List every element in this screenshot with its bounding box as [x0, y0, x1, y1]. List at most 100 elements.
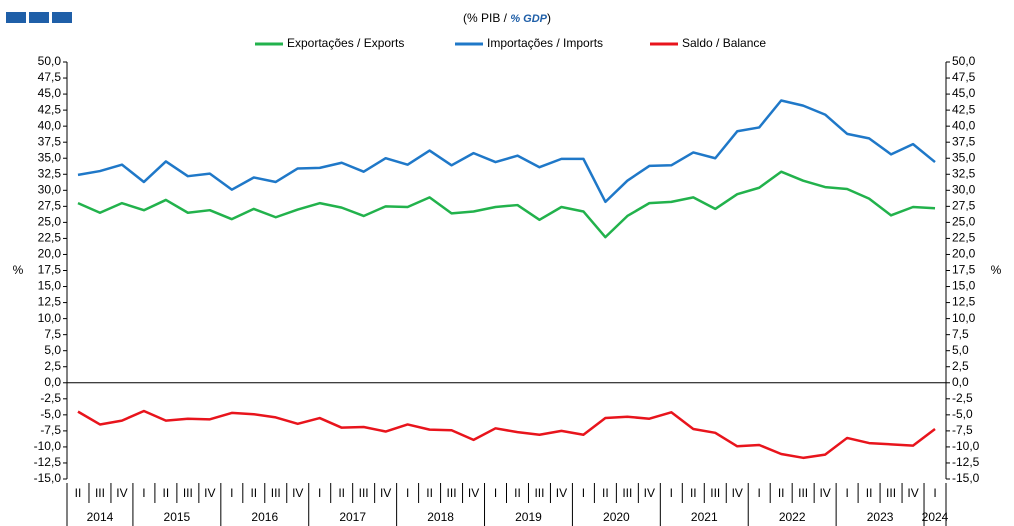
logo: [29, 12, 49, 23]
x-tick-label: IV: [116, 486, 127, 500]
x-tick-label: I: [582, 486, 585, 500]
x-tick-label: III: [183, 486, 193, 500]
y-tick-label: 32,5: [952, 166, 976, 180]
year-label: 2015: [164, 510, 191, 524]
y-tick-label: 0,0: [44, 375, 61, 389]
x-tick-label: I: [758, 486, 761, 500]
y-tick-label: 50,0: [38, 54, 62, 68]
x-tick-label: II: [338, 486, 345, 500]
x-tick-label: III: [710, 486, 720, 500]
subtitle-part: ): [547, 11, 551, 25]
year-label: 2014: [87, 510, 114, 524]
x-tick-label: III: [271, 486, 281, 500]
y-tick-label: 22,5: [952, 231, 976, 245]
x-tick-label: I: [670, 486, 673, 500]
y-tick-label: 10,0: [952, 311, 976, 325]
y-tick-label: 12,5: [38, 295, 62, 309]
x-tick-label: III: [447, 486, 457, 500]
y-tick-label: 25,0: [38, 215, 62, 229]
x-tick-label: III: [534, 486, 544, 500]
year-label: 2022: [779, 510, 806, 524]
year-label: 2024: [922, 510, 949, 524]
y-tick-label: 27,5: [38, 199, 62, 213]
y-tick-label: 45,0: [952, 86, 976, 100]
x-tick-label: II: [866, 486, 873, 500]
y-tick-label: -7,5: [952, 423, 973, 437]
x-tick-label: II: [778, 486, 785, 500]
y-tick-label: 25,0: [952, 215, 976, 229]
x-tick-label: III: [95, 486, 105, 500]
y-tick-label: -10,0: [34, 439, 62, 453]
y-tick-label: 42,5: [952, 102, 976, 116]
x-tick-label: IV: [819, 486, 830, 500]
y-tick-label: 7,5: [44, 327, 61, 341]
y-tick-label: 27,5: [952, 199, 976, 213]
x-tick-label: IV: [732, 486, 743, 500]
y-tick-label: 47,5: [952, 70, 976, 84]
y-tick-label: 17,5: [38, 263, 62, 277]
year-label: 2016: [251, 510, 278, 524]
y-tick-label: 35,0: [38, 150, 62, 164]
x-tick-label: IV: [644, 486, 655, 500]
year-label: 2019: [515, 510, 542, 524]
y-tick-label: 30,0: [38, 182, 62, 196]
y-tick-label: 7,5: [952, 327, 969, 341]
x-tick-label: IV: [292, 486, 303, 500]
x-tick-label: III: [798, 486, 808, 500]
legend-label: Saldo / Balance: [682, 36, 766, 50]
year-label: 2017: [339, 510, 366, 524]
x-tick-label: IV: [380, 486, 391, 500]
y-tick-label: -7,5: [40, 423, 61, 437]
y-tick-label: 32,5: [38, 166, 62, 180]
x-tick-label: IV: [468, 486, 479, 500]
x-tick-label: II: [514, 486, 521, 500]
y-tick-label: 50,0: [952, 54, 976, 68]
y-tick-label: 35,0: [952, 150, 976, 164]
y-tick-label: 15,0: [952, 279, 976, 293]
x-tick-label: II: [602, 486, 609, 500]
y-tick-label: -10,0: [952, 439, 980, 453]
y-tick-label: 20,0: [38, 247, 62, 261]
y-axis-label: %: [13, 263, 24, 277]
series-line: [77, 409, 936, 460]
y-tick-label: 47,5: [38, 70, 62, 84]
x-tick-label: I: [142, 486, 145, 500]
y-tick-label: 30,0: [952, 182, 976, 196]
x-tick-label: I: [494, 486, 497, 500]
y-tick-label: -5,0: [952, 407, 973, 421]
y-tick-label: -2,5: [40, 391, 61, 405]
legend-label: Importações / Imports: [487, 36, 603, 50]
x-tick-label: I: [845, 486, 848, 500]
legend-label: Exportações / Exports: [287, 36, 404, 50]
x-tick-label: I: [230, 486, 233, 500]
x-tick-label: III: [886, 486, 896, 500]
y-tick-label: 10,0: [38, 311, 62, 325]
y-tick-label: 40,0: [952, 118, 976, 132]
y-tick-label: 12,5: [952, 295, 976, 309]
year-label: 2018: [427, 510, 454, 524]
logo: [6, 12, 26, 23]
x-tick-label: IV: [907, 486, 918, 500]
y-tick-label: 20,0: [952, 247, 976, 261]
chart-subtitle: (% PIB / % GDP): [463, 11, 551, 25]
y-tick-label: 22,5: [38, 231, 62, 245]
y-axis-label: %: [991, 263, 1002, 277]
y-tick-label: 0,0: [952, 375, 969, 389]
x-tick-label: II: [250, 486, 257, 500]
x-tick-label: I: [933, 486, 936, 500]
y-tick-label: 2,5: [952, 359, 969, 373]
y-tick-label: 37,5: [952, 134, 976, 148]
x-tick-label: I: [318, 486, 321, 500]
x-tick-label: I: [406, 486, 409, 500]
y-tick-label: 17,5: [952, 263, 976, 277]
x-tick-label: III: [359, 486, 369, 500]
y-tick-label: -15,0: [34, 471, 62, 485]
series-line: [77, 99, 936, 204]
x-tick-label: IV: [204, 486, 215, 500]
y-tick-label: -12,5: [952, 455, 980, 469]
y-tick-label: 37,5: [38, 134, 62, 148]
y-tick-label: 40,0: [38, 118, 62, 132]
y-tick-label: 42,5: [38, 102, 62, 116]
subtitle-part: (% PIB /: [463, 11, 510, 25]
